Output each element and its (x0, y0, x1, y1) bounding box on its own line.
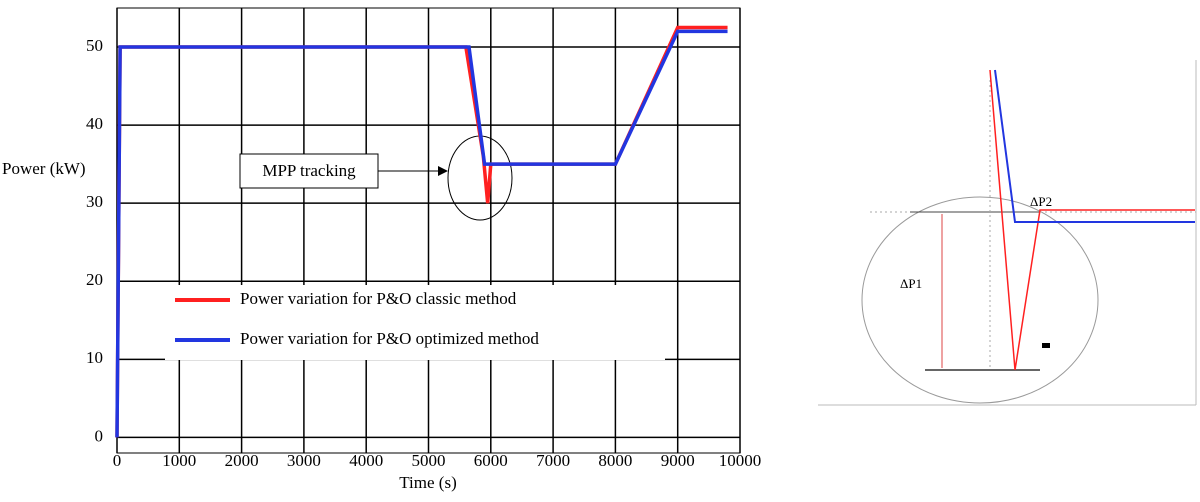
legend-box (165, 285, 665, 360)
y-tick-label: 50 (86, 36, 103, 55)
inset-label: ΔP1 (900, 276, 922, 291)
annotation-arrowhead (438, 166, 448, 176)
y-tick-label: 30 (86, 192, 103, 211)
legend-label: Power variation for P&O classic method (240, 289, 517, 308)
series-line (115, 29, 728, 438)
x-tick-label: 1000 (162, 451, 196, 470)
y-tick-label: 10 (86, 348, 103, 367)
x-tick-label: 0 (113, 451, 122, 470)
x-tick-label: 5000 (412, 451, 446, 470)
inset-optimized (994, 69, 1195, 223)
inset-ellipse (861, 196, 1099, 404)
x-tick-label: 7000 (536, 451, 570, 470)
annotation-box (239, 153, 379, 189)
x-tick-label: 10000 (719, 451, 762, 470)
legend-label: Power variation for P&O optimized method (240, 329, 539, 348)
marker (1042, 343, 1050, 348)
inset-label: ΔP2 (1030, 194, 1052, 209)
x-axis-label: Time (s) (399, 473, 456, 492)
y-tick-label: 20 (86, 270, 103, 289)
x-tick-label: 6000 (474, 451, 508, 470)
annotation: MPP tracking (262, 161, 356, 180)
x-tick-label: 4000 (349, 451, 383, 470)
x-tick-label: 8000 (598, 451, 632, 470)
y-tick-label: 40 (86, 114, 103, 133)
x-tick-label: 2000 (225, 451, 259, 470)
x-tick-label: 9000 (661, 451, 695, 470)
y-tick-label: 0 (95, 426, 104, 445)
inset-classic (989, 69, 1195, 371)
y-axis-label: Power (kW) (2, 159, 86, 178)
inset: ΔP1 ΔP2 (818, 60, 1197, 406)
x-tick-label: 3000 (287, 451, 321, 470)
